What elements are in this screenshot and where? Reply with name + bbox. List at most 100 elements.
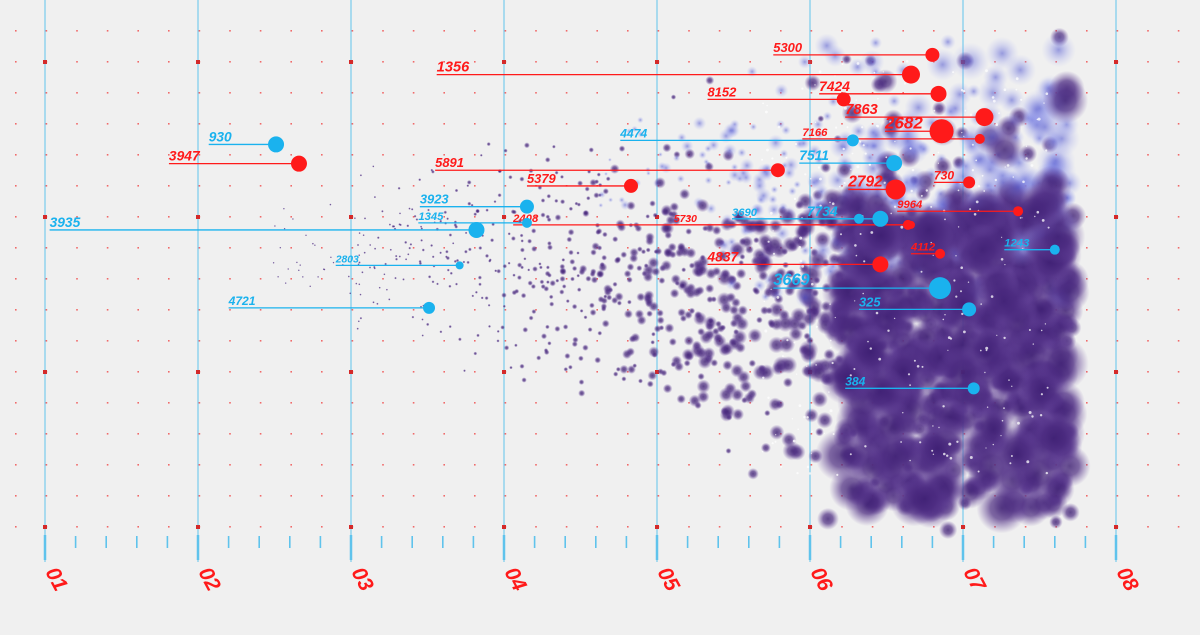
grid-dot	[688, 278, 690, 280]
cloud-point	[683, 359, 691, 367]
cloud-point	[363, 251, 366, 254]
grid-dot	[351, 495, 354, 497]
cloud-point	[488, 259, 492, 263]
cloud-point	[311, 242, 314, 245]
cloud-point	[546, 280, 550, 284]
cloud-point	[584, 186, 590, 192]
cloud-point	[817, 507, 839, 530]
data-point	[468, 221, 485, 238]
grid-marker	[43, 215, 47, 219]
grid-dot	[45, 92, 48, 94]
cloud-point	[598, 202, 604, 208]
cloud-point	[547, 244, 553, 251]
cloud-point	[656, 316, 665, 325]
cloud-point	[568, 364, 573, 370]
cloud-point	[800, 263, 823, 286]
grid-dot	[412, 61, 415, 63]
cloud-sparkle	[877, 97, 879, 100]
grid-marker	[349, 525, 353, 529]
cloud-point	[431, 255, 435, 259]
data-point	[930, 85, 947, 102]
cloud-sparkle	[995, 123, 999, 126]
cloud-sparkle	[1004, 166, 1006, 168]
cloud-point	[544, 270, 551, 277]
cloud-point	[1033, 336, 1089, 392]
cloud-sparkle	[1040, 329, 1043, 332]
grid-dot	[290, 309, 292, 311]
cloud-point	[299, 264, 302, 267]
labelled-point: 7166	[802, 127, 985, 144]
cloud-sparkle	[1000, 435, 1002, 437]
cloud-sparkle	[864, 445, 867, 448]
cloud-point	[439, 330, 443, 334]
cloud-sparkle	[1017, 421, 1020, 425]
grid-dot	[351, 154, 354, 156]
cloud-point	[430, 244, 434, 247]
cloud-point	[843, 324, 899, 380]
cloud-point	[431, 280, 435, 284]
cloud-point	[372, 301, 375, 304]
data-label: 4721	[228, 294, 256, 308]
cloud-point	[439, 251, 442, 255]
cloud-point	[540, 198, 546, 203]
cloud-sparkle	[947, 349, 949, 351]
grid-dot	[229, 154, 231, 156]
cloud-point	[637, 116, 644, 124]
cloud-point	[597, 330, 603, 336]
cloud-point	[1042, 77, 1089, 124]
grid-dot	[259, 433, 262, 435]
cloud-point	[671, 355, 683, 367]
data-label: 3669	[773, 271, 810, 289]
cloud-point	[672, 154, 681, 162]
cloud-point	[564, 352, 571, 360]
cloud-point	[511, 289, 517, 296]
cloud-point	[676, 394, 686, 404]
data-point	[290, 155, 307, 172]
cloud-point	[722, 360, 733, 371]
grid-dot	[290, 495, 292, 497]
cloud-point	[601, 319, 610, 328]
cloud-point	[347, 275, 350, 278]
grid-dot	[780, 464, 782, 466]
cloud-sparkle	[977, 185, 981, 188]
data-label: 7166	[802, 127, 828, 139]
cloud-point	[669, 288, 680, 299]
cloud-sparkle	[961, 132, 963, 134]
grid-dot	[688, 216, 690, 218]
cloud-sparkle	[937, 162, 940, 164]
cloud-point	[421, 248, 425, 252]
cloud-point	[576, 251, 580, 255]
cloud-point	[309, 285, 312, 288]
cloud-sparkle	[942, 318, 945, 321]
cloud-sparkle	[964, 109, 967, 112]
cloud-sparkle	[817, 166, 820, 169]
cloud-sparkle	[829, 339, 832, 342]
labelled-point: 1243	[1004, 238, 1060, 255]
cloud-point	[273, 225, 276, 227]
grid-dot	[1147, 464, 1149, 466]
grid-dot	[688, 433, 690, 435]
cloud-point	[520, 239, 524, 243]
grid-dot	[1177, 371, 1180, 373]
cloud-point	[788, 186, 797, 196]
grid-marker	[502, 60, 506, 64]
grid-dot	[688, 526, 690, 528]
grid-dot	[657, 433, 660, 435]
grid-dot	[688, 247, 690, 249]
grid-dot	[351, 278, 354, 280]
cloud-point	[647, 370, 658, 381]
cloud-point	[778, 207, 797, 227]
grid-dot	[535, 433, 537, 435]
cloud-point	[613, 257, 621, 264]
labelled-point: 7511	[799, 148, 903, 172]
cloud-point	[540, 333, 548, 340]
grid-dot	[412, 495, 415, 497]
cloud-point	[662, 143, 672, 153]
data-point	[521, 217, 532, 228]
cloud-sparkle	[944, 314, 946, 316]
cloud-point	[466, 184, 470, 188]
grid-dot	[259, 340, 262, 342]
grid-dot	[565, 464, 568, 466]
grid-dot	[474, 464, 476, 466]
